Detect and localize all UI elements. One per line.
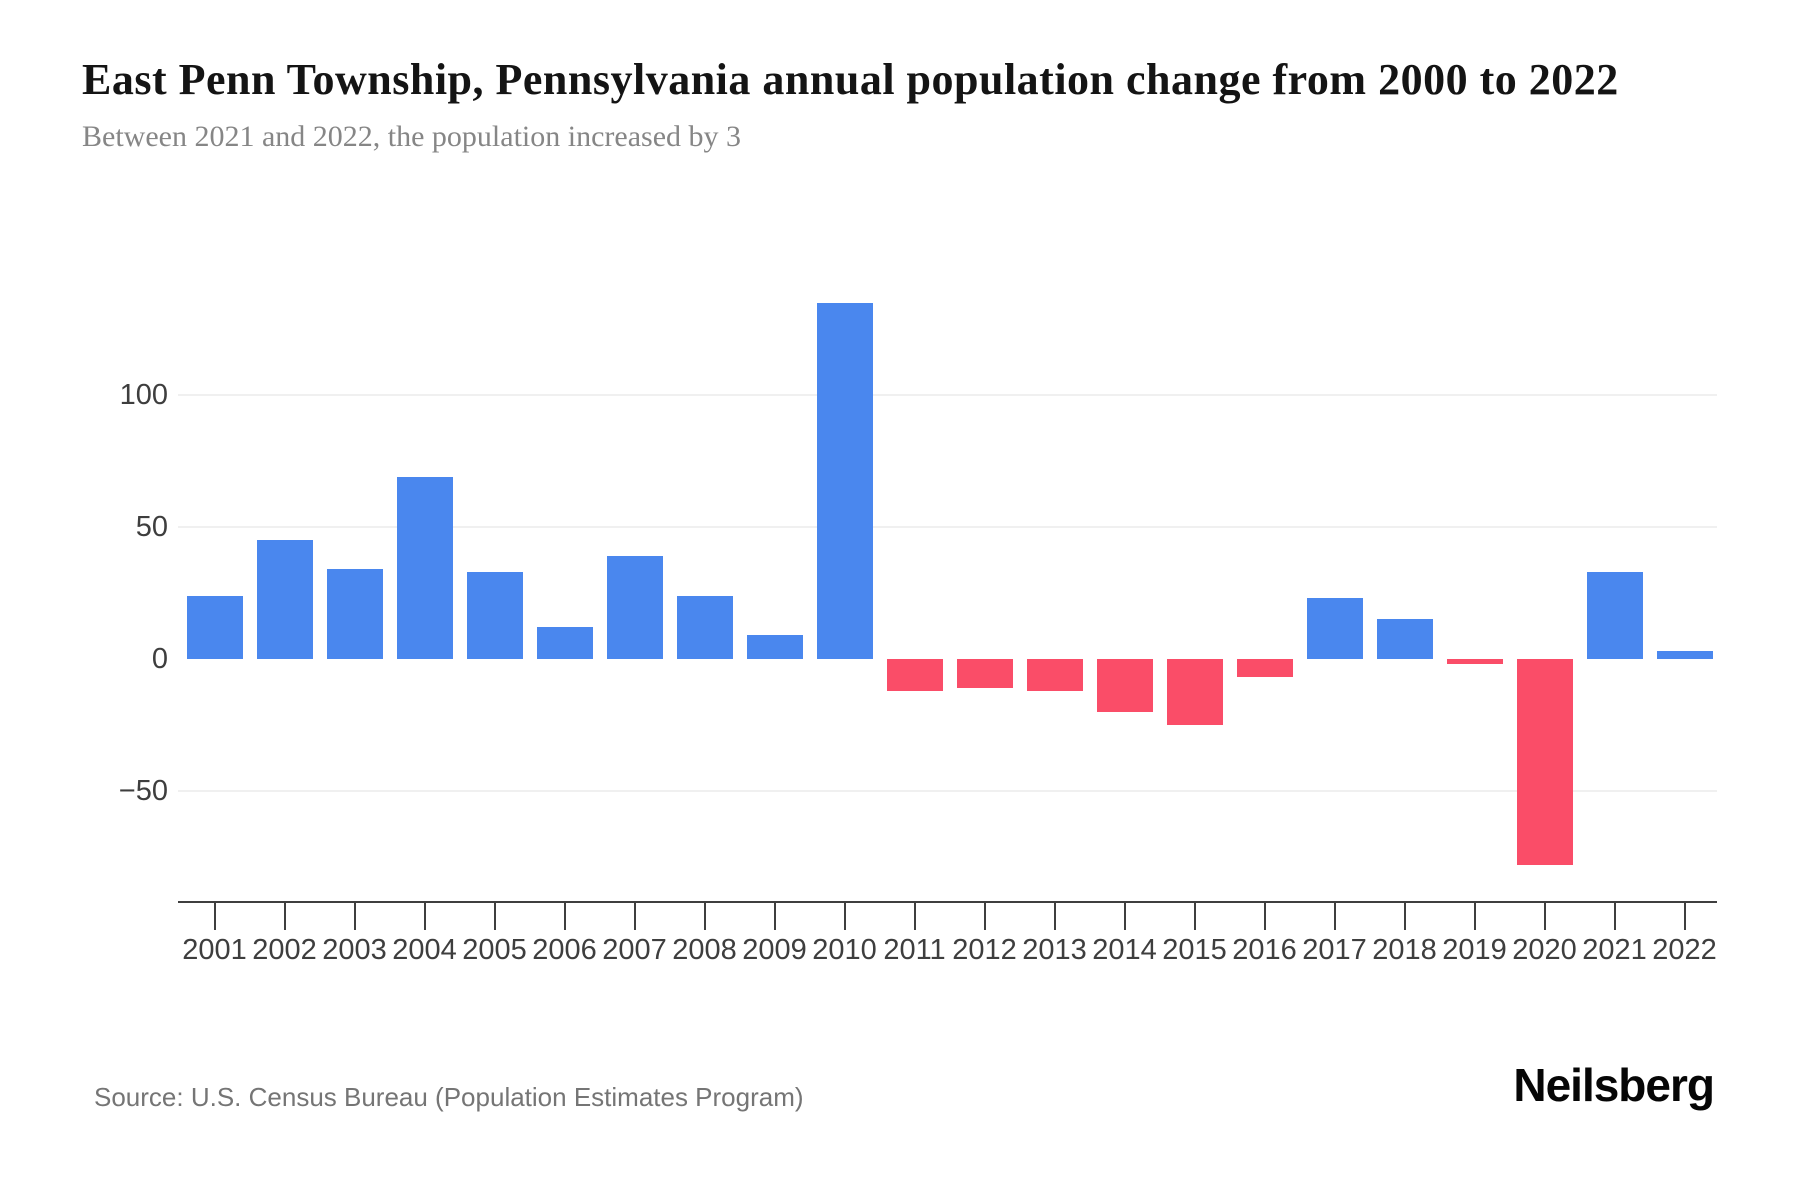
x-axis-tick-2009 xyxy=(773,903,776,930)
x-axis-label-2012: 2012 xyxy=(952,934,1017,966)
bar-2015 xyxy=(1166,659,1223,725)
bar-2014 xyxy=(1096,659,1153,712)
bar-2006 xyxy=(536,627,593,659)
x-axis-label-2008: 2008 xyxy=(672,934,737,966)
x-axis-label-2006: 2006 xyxy=(532,934,597,966)
bar-2021 xyxy=(1586,571,1643,659)
x-axis-tick-2002 xyxy=(283,903,286,930)
x-axis-label-2001: 2001 xyxy=(182,934,247,966)
x-axis-tick-2010 xyxy=(843,903,846,930)
bar-2019 xyxy=(1446,659,1503,665)
bar-2012 xyxy=(956,659,1013,689)
bar-2003 xyxy=(326,569,383,659)
y-axis-label-50: 50 xyxy=(135,511,168,543)
x-axis-tick-2020 xyxy=(1543,903,1546,930)
chart-title: East Penn Township, Pennsylvania annual … xyxy=(82,55,1619,104)
gridline-50 xyxy=(178,526,1717,528)
bar-2007 xyxy=(606,556,663,659)
x-axis-tick-2019 xyxy=(1473,903,1476,930)
x-axis-label-2019: 2019 xyxy=(1442,934,1507,966)
x-axis-line xyxy=(178,901,1717,903)
bar-2010 xyxy=(816,302,873,659)
chart-subtitle: Between 2021 and 2022, the population in… xyxy=(82,120,742,153)
x-axis-tick-2018 xyxy=(1403,903,1406,930)
x-axis-label-2003: 2003 xyxy=(322,934,387,966)
neilsberg-logo: Neilsberg xyxy=(1513,1059,1715,1111)
x-axis-label-2017: 2017 xyxy=(1302,934,1367,966)
bar-2020 xyxy=(1516,659,1573,865)
bar-2018 xyxy=(1376,619,1433,659)
y-axis-label--50: −50 xyxy=(118,775,168,807)
x-axis-label-2002: 2002 xyxy=(252,934,317,966)
x-axis-tick-2012 xyxy=(983,903,986,930)
source-note: Source: U.S. Census Bureau (Population E… xyxy=(94,1082,804,1112)
bar-2001 xyxy=(186,595,243,659)
bar-2002 xyxy=(256,540,313,659)
x-axis-label-2015: 2015 xyxy=(1162,934,1227,966)
bar-2016 xyxy=(1236,659,1293,678)
x-axis-tick-2007 xyxy=(633,903,636,930)
x-axis-label-2021: 2021 xyxy=(1582,934,1647,966)
x-axis-tick-2001 xyxy=(213,903,216,930)
x-axis-label-2011: 2011 xyxy=(883,934,946,966)
bar-2013 xyxy=(1026,659,1083,691)
x-axis-label-2009: 2009 xyxy=(742,934,807,966)
x-axis-label-2014: 2014 xyxy=(1092,934,1157,966)
x-axis-label-2013: 2013 xyxy=(1022,934,1087,966)
x-axis-label-2004: 2004 xyxy=(392,934,457,966)
bar-2009 xyxy=(746,635,803,659)
bar-2005 xyxy=(466,571,523,659)
y-axis-label-100: 100 xyxy=(119,379,168,411)
y-axis-label-0: 0 xyxy=(151,643,168,675)
gridline--50 xyxy=(178,790,1717,792)
x-axis-label-2010: 2010 xyxy=(812,934,877,966)
x-axis-tick-2013 xyxy=(1053,903,1056,930)
x-axis-tick-2006 xyxy=(563,903,566,930)
x-axis-tick-2011 xyxy=(913,903,916,930)
x-axis-tick-2022 xyxy=(1683,903,1686,930)
bar-2008 xyxy=(676,595,733,659)
bar-2011 xyxy=(886,659,943,691)
x-axis-tick-2015 xyxy=(1193,903,1196,930)
x-axis-label-2007: 2007 xyxy=(602,934,667,966)
x-axis-tick-2021 xyxy=(1613,903,1616,930)
x-axis-label-2018: 2018 xyxy=(1372,934,1437,966)
x-axis-tick-2004 xyxy=(423,903,426,930)
x-axis-label-2020: 2020 xyxy=(1512,934,1577,966)
x-axis-tick-2016 xyxy=(1263,903,1266,930)
x-axis-tick-2008 xyxy=(703,903,706,930)
x-axis-tick-2014 xyxy=(1123,903,1126,930)
bar-2004 xyxy=(396,476,453,659)
bar-2017 xyxy=(1306,598,1363,659)
x-axis-label-2005: 2005 xyxy=(462,934,527,966)
x-axis-label-2022: 2022 xyxy=(1652,934,1717,966)
x-axis-tick-2003 xyxy=(353,903,356,930)
x-axis-label-2016: 2016 xyxy=(1232,934,1297,966)
gridline-100 xyxy=(178,394,1717,396)
x-axis-tick-2017 xyxy=(1333,903,1336,930)
bar-2022 xyxy=(1656,651,1713,659)
x-axis-tick-2005 xyxy=(493,903,496,930)
